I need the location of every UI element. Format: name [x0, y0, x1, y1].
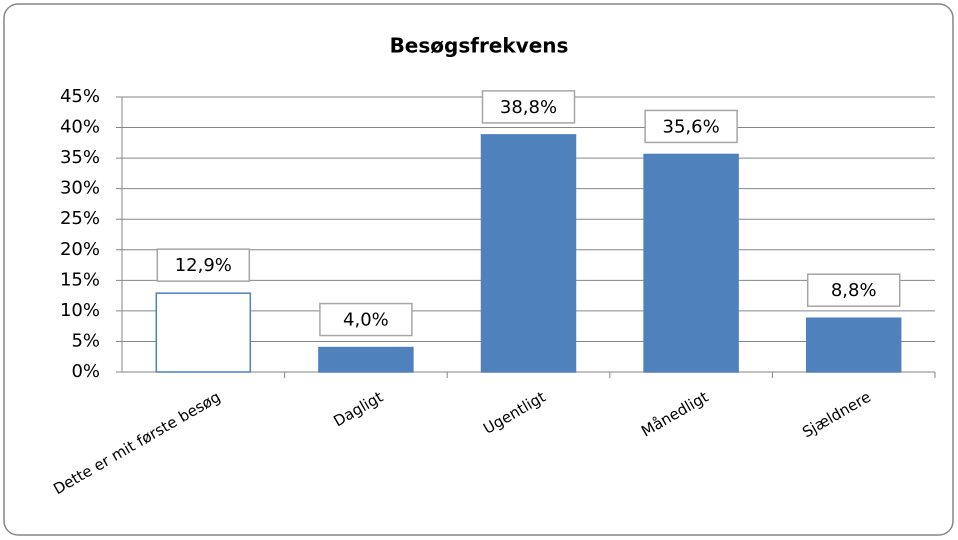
- y-tick-label: 40%: [60, 117, 100, 138]
- data-label: 35,6%: [663, 116, 720, 137]
- bar: [643, 153, 739, 373]
- bar: [318, 346, 414, 373]
- data-label-box: [481, 90, 576, 124]
- y-tick-label: 25%: [60, 208, 100, 229]
- y-tick-label: 30%: [60, 178, 100, 199]
- y-tick-label: 10%: [60, 300, 100, 321]
- y-tick-label: 5%: [71, 330, 100, 351]
- data-label: 12,9%: [175, 255, 232, 276]
- data-label-box: [644, 109, 738, 144]
- y-tick-label: 0%: [71, 361, 100, 382]
- bar: [155, 292, 252, 373]
- data-label-box: [156, 248, 251, 282]
- y-tick-label: 15%: [60, 269, 100, 290]
- y-tick-label: 45%: [60, 86, 100, 107]
- data-label: 38,8%: [500, 97, 557, 118]
- data-label-box: [319, 302, 413, 337]
- chart-frame: [3, 3, 954, 536]
- y-tick-label: 35%: [60, 147, 100, 168]
- bar: [480, 134, 577, 373]
- data-label-box: [806, 273, 901, 307]
- y-tick-label: 20%: [60, 239, 100, 260]
- data-label: 8,8%: [831, 280, 877, 301]
- chart-title: Besøgsfrekvens: [390, 34, 569, 58]
- data-label: 4,0%: [343, 310, 389, 331]
- bar: [805, 317, 902, 373]
